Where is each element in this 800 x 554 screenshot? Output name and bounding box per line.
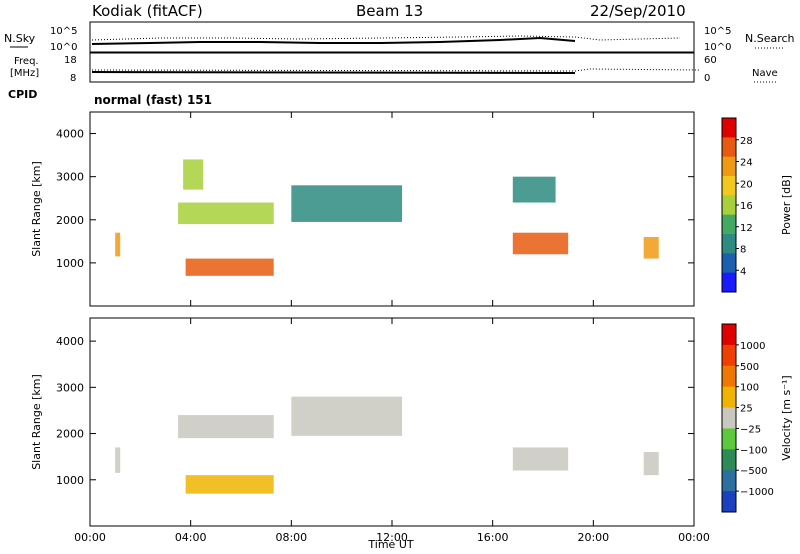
colorbar-tick-label: −25 — [740, 424, 761, 435]
colorbar-tick-label: 28 — [740, 136, 753, 147]
y-tick-label: 2000 — [56, 214, 84, 227]
nave-tick-high: 60 — [704, 55, 717, 66]
colorbar-label: Power [dB] — [780, 175, 793, 235]
colorbar-swatch — [722, 386, 736, 409]
y-tick-label: 1000 — [56, 257, 84, 270]
colorbar-tick-label: 12 — [740, 223, 753, 234]
freq-label: Freq. — [14, 56, 39, 67]
freq-unit-label: [MHz] — [10, 68, 39, 79]
scatter-region — [178, 202, 274, 225]
freq-tick-low: 8 — [70, 73, 76, 84]
y-tick-label: 4000 — [56, 128, 84, 141]
colorbar-swatch — [722, 324, 736, 346]
colorbar-swatch — [722, 253, 736, 274]
scatter-region — [185, 475, 274, 494]
cpid-label: CPID — [8, 88, 37, 101]
noise-tick-low-right: 10^0 — [704, 42, 731, 53]
scatter-region — [183, 159, 204, 190]
colorbar-swatch — [722, 195, 736, 216]
x-tick-label: 08:00 — [275, 531, 307, 544]
y-axis-label: Slant Range [km] — [30, 374, 43, 470]
nsky-trace — [91, 36, 576, 45]
colorbar-swatch — [722, 137, 736, 158]
x-tick-label: 04:00 — [175, 531, 207, 544]
nsearch-label: N.Search — [745, 32, 795, 45]
scatter-region — [115, 447, 121, 473]
nave-label: Nave — [752, 68, 778, 79]
velocity-panel: 1000 2000 3000 4000 Slant Range [km] 00:00 04:… — [30, 317, 793, 544]
colorbar-swatch — [722, 214, 736, 235]
colorbar-frame — [721, 323, 737, 513]
y-tick-label: 1000 — [56, 474, 84, 487]
colorbar-swatch — [722, 470, 736, 492]
x-axis-label: Time UT — [367, 538, 413, 551]
nave-tick-low: 0 — [704, 73, 710, 84]
x-tick-label: 12:00 — [376, 531, 408, 544]
scatter-region — [512, 176, 556, 203]
x-tick-label: 16:00 — [477, 531, 509, 544]
colorbar-label: Velocity [m s⁻¹] — [780, 375, 793, 460]
colorbar-tick-label: 8 — [740, 245, 746, 256]
y-tick-label: 3000 — [56, 171, 84, 184]
nsky-label: N.Sky — [4, 32, 36, 45]
freq-panel — [89, 52, 695, 83]
scatter-region — [291, 185, 403, 222]
colorbar-tick-label: −100 — [740, 445, 767, 456]
colorbar-swatch — [722, 365, 736, 388]
nave-trace — [91, 68, 701, 72]
colorbar-swatch — [722, 344, 736, 367]
colorbar-swatch — [722, 491, 736, 513]
colorbar-tick-label: 4 — [740, 266, 746, 277]
scatter-region — [115, 232, 121, 257]
y-tick-label: 2000 — [56, 428, 84, 441]
date-title: 22/Sep/2010 — [590, 2, 686, 20]
colorbar-tick-label: −500 — [740, 466, 767, 477]
station-title: Kodiak (fitACF) — [92, 2, 203, 20]
colorbar-tick-label: 25 — [740, 404, 753, 415]
x-tick-label: 00:00 — [678, 531, 710, 544]
colorbar-tick-label: 20 — [740, 179, 753, 190]
cpid-value: normal (fast) 151 — [94, 93, 212, 107]
colorbar-tick-label: 100 — [740, 383, 759, 394]
freq-trace — [91, 71, 576, 74]
colorbar-swatch — [722, 156, 736, 177]
colorbar-swatch — [722, 176, 736, 196]
x-tick-label: 20:00 — [577, 531, 609, 544]
scatter-region — [178, 415, 274, 439]
x-tick-label: 00:00 — [74, 531, 106, 544]
noise-panel — [89, 21, 695, 53]
scatter-region — [512, 447, 569, 471]
noise-tick-low: 10^0 — [50, 42, 77, 53]
scatter-region — [643, 237, 659, 259]
colorbar-swatch — [722, 428, 736, 450]
y-tick-label: 3000 — [56, 381, 84, 394]
colorbar-tick-label: 1000 — [740, 341, 765, 352]
colorbar-swatch — [722, 449, 736, 471]
scatter-region — [512, 232, 569, 255]
scatter-region — [185, 258, 274, 276]
colorbar-swatch — [722, 272, 736, 293]
noise-tick-high: 10^5 — [50, 26, 77, 37]
colorbar-swatch — [722, 234, 736, 254]
colorbar-tick-label: 500 — [740, 362, 759, 373]
y-tick-label: 4000 — [56, 335, 84, 348]
beam-title: Beam 13 — [356, 2, 423, 20]
nsearch-trace — [91, 35, 681, 41]
colorbar-swatch — [722, 118, 736, 138]
noise-tick-high-right: 10^5 — [704, 26, 731, 37]
power-panel: 1000 2000 3000 4000 Slant Range [km] 4 8 12 16 20… — [30, 111, 793, 307]
colorbar-tick-label: 24 — [740, 158, 753, 169]
freq-tick-high: 18 — [64, 55, 77, 66]
scatter-region — [643, 452, 659, 476]
y-axis-label: Slant Range [km] — [30, 161, 43, 257]
scatter-region — [291, 396, 403, 436]
colorbar-tick-label: −1000 — [740, 487, 774, 498]
colorbar-swatch — [722, 407, 736, 429]
colorbar-tick-label: 16 — [740, 201, 753, 212]
